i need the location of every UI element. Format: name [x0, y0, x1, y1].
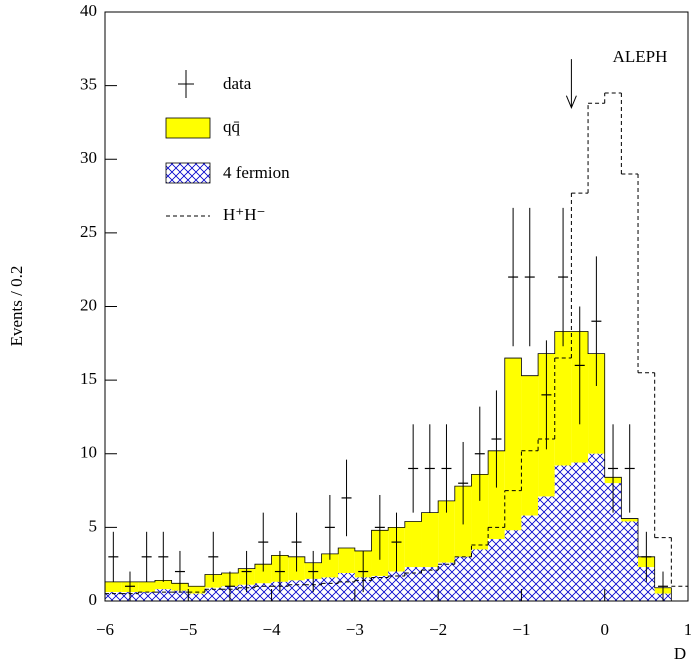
fermion-bar: [588, 453, 605, 601]
fermion-bar: [338, 573, 355, 601]
y-tick-label: 5: [89, 516, 98, 535]
fermion-bar: [438, 562, 455, 601]
y-tick-label: 10: [80, 443, 97, 462]
qq-bar: [421, 512, 439, 568]
fermion-bar: [321, 577, 339, 601]
fermion-bar: [638, 567, 655, 601]
qq-bar: [338, 547, 355, 574]
qq-bar: [105, 581, 122, 593]
fermion-bar: [288, 580, 305, 601]
arrow: [565, 59, 577, 110]
qq-bar: [154, 580, 172, 590]
fermion-bar: [105, 592, 122, 601]
fermion-bar: [204, 587, 222, 601]
qq-bar: [488, 450, 505, 540]
fermion-bar: [538, 496, 555, 601]
qq-bar: [588, 353, 605, 454]
fermion-bar: [254, 583, 272, 601]
qq-bar: [471, 474, 489, 550]
y-tick-label: 25: [80, 222, 97, 241]
y-tick-label: 30: [80, 148, 97, 167]
y-tick-label: 15: [80, 369, 97, 388]
y-axis-label: Events / 0.2: [7, 266, 26, 347]
fermion-bar: [238, 584, 255, 601]
x-tick-label: −2: [429, 620, 447, 639]
x-axis-label: D: [674, 644, 686, 663]
legend-label: qq̄: [223, 117, 241, 136]
fermion-bar: [571, 462, 589, 601]
fermion-bar: [188, 593, 205, 601]
y-tick-label: 35: [80, 75, 97, 94]
fermion-bar: [488, 539, 505, 601]
qq-bar: [621, 518, 639, 522]
qq-bar: [138, 581, 155, 593]
qq-bar: [254, 564, 272, 584]
x-tick-label: −5: [179, 620, 197, 639]
qq-bar: [554, 331, 572, 466]
legend-label: H⁺H⁻: [223, 205, 266, 224]
legend-swatch: [165, 117, 211, 139]
qq-bar: [521, 375, 539, 516]
total-outline: [105, 331, 688, 602]
y-tick-label: 40: [80, 1, 97, 20]
x-tick-label: 1: [684, 620, 691, 639]
fermion-bar: [504, 530, 522, 601]
legend-label: 4 fermion: [223, 163, 290, 182]
x-tick-label: −6: [96, 620, 114, 639]
qq-bar: [438, 500, 455, 563]
fermion-bar: [171, 590, 189, 601]
fermion-bar: [421, 567, 439, 601]
qq-bar: [404, 521, 422, 568]
y-tick-label: 20: [80, 295, 97, 314]
x-tick-label: 0: [600, 620, 609, 639]
qq-bar: [321, 553, 339, 578]
x-tick-label: −3: [346, 620, 364, 639]
fermion-bar: [138, 592, 155, 601]
annotation: ALEPH: [613, 47, 668, 66]
legend-label: data: [223, 74, 252, 93]
y-tick-label: 0: [89, 590, 98, 609]
fermion-bar: [471, 549, 489, 601]
qq-bar: [188, 586, 205, 594]
legend-swatch: [165, 162, 211, 184]
fermion-bar: [154, 589, 172, 601]
fermion-bar: [388, 571, 405, 601]
x-tick-label: −4: [263, 620, 282, 639]
qq-bar: [504, 358, 522, 531]
fermion-bar: [621, 521, 639, 601]
fermion-bar: [404, 567, 422, 601]
fermion-bar: [371, 575, 389, 601]
fermion-bar: [554, 465, 572, 601]
fermion-bar: [454, 556, 472, 601]
x-tick-label: −1: [512, 620, 530, 639]
fermion-bar: [521, 515, 539, 601]
fermion-bar: [604, 483, 622, 601]
